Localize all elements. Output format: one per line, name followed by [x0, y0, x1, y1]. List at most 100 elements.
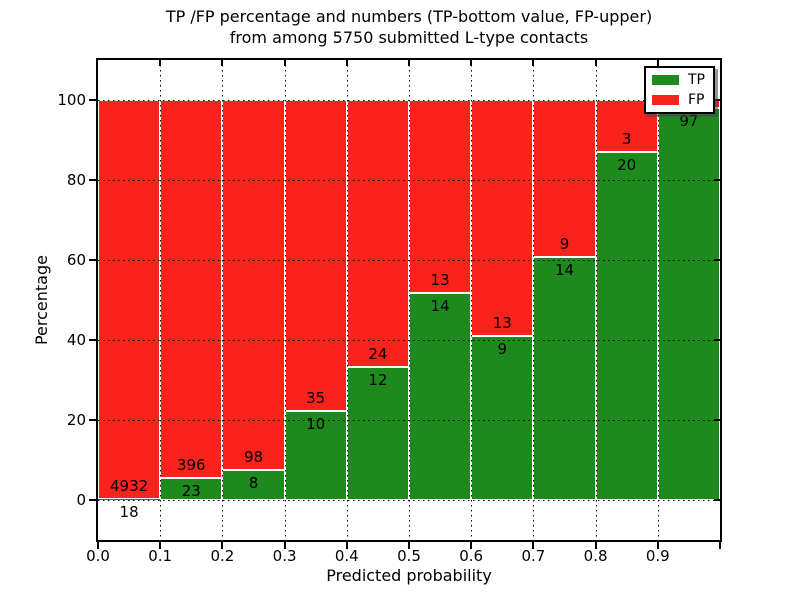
tp-bar-segment	[98, 498, 161, 500]
x-tick-label: 0.2	[210, 547, 235, 565]
fp-bar-segment	[98, 100, 161, 499]
x-gridline	[595, 60, 597, 540]
x-tick-mark	[221, 542, 224, 549]
y-tick-label: 80	[66, 171, 86, 189]
x-tick-mark-top	[159, 60, 162, 66]
tp-bar-segment	[533, 256, 596, 500]
tp-count-label: 14	[430, 296, 450, 315]
x-tick-mark-top	[470, 60, 473, 66]
tp-bar-segment	[284, 411, 347, 500]
x-tick-mark	[408, 542, 410, 549]
fp-count-label: 396	[176, 456, 206, 475]
y-tick-mark-right	[714, 419, 720, 421]
x-tick-label: 0.6	[459, 547, 484, 565]
x-tick-label: 0.5	[397, 547, 421, 565]
y-tick-mark	[89, 179, 96, 181]
y-tick-label: 60	[66, 251, 86, 269]
y-tick-mark	[89, 339, 96, 341]
x-tick-mark	[656, 542, 659, 549]
tp-bar-segment	[595, 152, 658, 500]
x-tick-mark-top	[656, 60, 659, 66]
legend-item-tp: TP	[652, 73, 705, 87]
x-tick-mark	[594, 542, 597, 549]
legend: TP FP	[644, 66, 715, 114]
fp-count-label: 13	[492, 314, 512, 333]
tp-count-label: 23	[181, 482, 201, 501]
x-tick-label: 0.9	[645, 547, 670, 565]
tp-count-label: 14	[554, 260, 575, 279]
x-tick-mark	[97, 542, 99, 549]
fp-count-label: 98	[243, 447, 264, 466]
y-tick-mark-right	[714, 179, 720, 181]
x-tick-mark-top	[408, 60, 410, 66]
tp-count-label: 10	[306, 415, 326, 434]
plot-area: TP FP 4932 18 396 23 98 8 35 10 24 12 13 14 13 9 9 14 3 2…	[96, 58, 722, 542]
x-gridline	[471, 60, 473, 540]
y-tick-label: 100	[57, 91, 86, 109]
tp-count-label: 18	[119, 502, 139, 521]
y-tick-mark	[89, 419, 96, 421]
fp-swatch	[652, 95, 679, 105]
y-tick-label: 40	[66, 331, 86, 349]
x-tick-label: 0.4	[334, 547, 359, 565]
x-tick-mark	[532, 542, 535, 549]
x-tick-label: 0.7	[521, 547, 546, 565]
tp-bar-segment	[346, 366, 409, 500]
y-tick-mark-right	[714, 99, 720, 101]
y-tick-label: 0	[76, 491, 86, 509]
tp-count-label: 12	[368, 370, 388, 389]
fp-bar-segment	[409, 100, 472, 293]
tp-bar-segment	[222, 469, 285, 500]
chart-title-line2: from among 5750 submitted L-type contact…	[229, 28, 589, 47]
x-gridline	[409, 60, 410, 540]
x-tick-mark-top	[594, 60, 597, 66]
y-tick-mark-right	[714, 339, 720, 341]
chart-title: TP /FP percentage and numbers (TP-bottom…	[98, 6, 720, 48]
fp-count-label: 35	[306, 389, 326, 408]
tp-bar-segment	[657, 108, 720, 500]
x-tick-mark	[283, 542, 286, 549]
x-gridline	[222, 60, 224, 540]
fp-count-label: 24	[368, 344, 388, 363]
y-tick-mark-right	[714, 499, 720, 501]
tp-bar-segment	[471, 336, 534, 500]
legend-label-fp: FP	[688, 92, 705, 108]
x-gridline	[657, 60, 659, 540]
x-tick-mark	[159, 542, 162, 549]
x-tick-mark-top	[532, 60, 535, 66]
x-tick-mark	[719, 542, 721, 549]
y-tick-mark	[89, 259, 96, 261]
tp-count-label: 8	[248, 473, 259, 492]
tp-bar-segment	[409, 292, 472, 500]
fp-bar-segment	[284, 100, 347, 412]
legend-item-fp: FP	[652, 93, 705, 107]
y-tick-label: 20	[66, 411, 86, 429]
x-gridline	[346, 60, 348, 540]
fp-count-label: 13	[430, 270, 450, 289]
x-axis-label: Predicted probability	[326, 566, 492, 585]
y-tick-mark	[89, 99, 96, 101]
x-tick-label: 0.3	[272, 547, 297, 565]
chart-title-line1: TP /FP percentage and numbers (TP-bottom…	[165, 7, 653, 26]
fp-bar-segment	[471, 100, 534, 337]
fp-bar-segment	[160, 100, 223, 479]
fp-bar-segment	[222, 100, 285, 470]
x-tick-label: 0.1	[148, 547, 173, 565]
y-tick-mark	[89, 499, 96, 501]
tp-swatch	[652, 75, 679, 85]
tp-count-label: 20	[617, 156, 637, 175]
fp-bar-segment	[533, 100, 596, 257]
x-gridline	[160, 60, 162, 540]
x-tick-label: 0.8	[583, 547, 608, 565]
x-gridline	[284, 60, 286, 540]
fp-bar-segment	[346, 100, 409, 367]
x-tick-mark-top	[283, 60, 286, 66]
x-gridline	[533, 60, 535, 540]
tp-count-label: 97	[679, 112, 699, 131]
x-tick-mark	[470, 542, 473, 549]
legend-label-tp: TP	[688, 72, 705, 88]
fp-count-label: 3	[621, 130, 632, 149]
y-tick-mark-right	[714, 259, 720, 261]
x-tick-mark-top	[221, 60, 224, 66]
